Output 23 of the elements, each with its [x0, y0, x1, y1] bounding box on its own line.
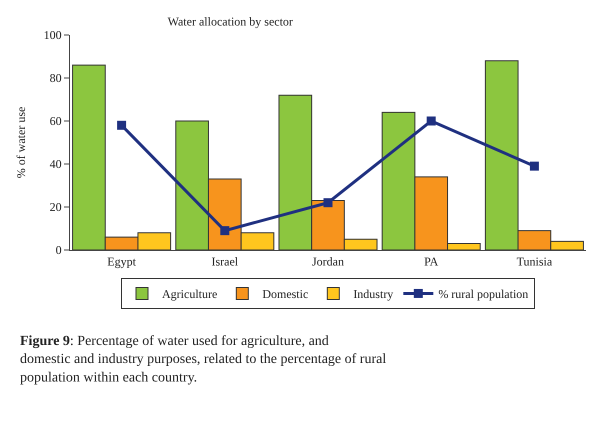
x-tick-label: Egypt — [107, 254, 137, 268]
x-tick-label: PA — [424, 254, 439, 268]
y-tick-label: 20 — [50, 200, 62, 214]
y-tick-label: 80 — [50, 71, 62, 86]
x-tick-label: Israel — [211, 254, 239, 268]
legend-label: % rural population — [438, 287, 528, 302]
y-tick-label: 0 — [56, 243, 62, 258]
chart-title: Water allocation by sector — [168, 14, 293, 28]
legend-label: Domestic — [262, 287, 308, 302]
y-axis-title: % of water use — [14, 106, 28, 178]
legend-label: Industry — [353, 287, 394, 302]
y-tick-label: 60 — [50, 114, 62, 128]
legend-label: Agriculture — [162, 287, 218, 302]
y-tick-label: 40 — [50, 157, 62, 172]
point — [426, 116, 436, 126]
x-tick-label: Jordan — [312, 254, 344, 268]
point — [117, 120, 126, 130]
point — [530, 162, 539, 171]
y-tick-label: 100 — [44, 28, 62, 42]
point — [220, 226, 230, 236]
caption: Figure 9: Percentage of water used for agriculture, and domestic and industry purposes, related to the percentage of rural population within each country. — [20, 334, 386, 386]
point — [324, 198, 332, 208]
x-tick-label: Tunisia — [516, 254, 553, 268]
